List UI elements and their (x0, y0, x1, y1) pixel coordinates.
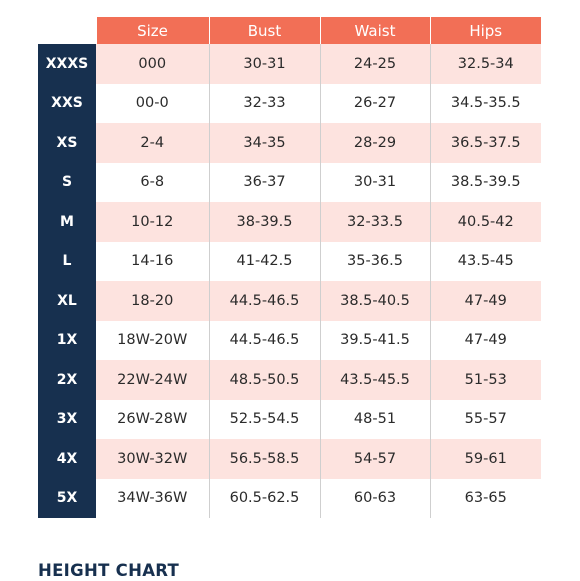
size-label: M (38, 202, 96, 242)
bust-cell: 41-42.5 (208, 241, 320, 281)
bust-cell: 60.5-62.5 (208, 478, 320, 518)
table-row: 2X 22W-24W 48.5-50.5 43.5-45.5 51-53 (38, 360, 541, 400)
size-label: S (38, 162, 96, 202)
waist-cell: 30-31 (319, 162, 430, 202)
table-row: XS 2-4 34-35 28-29 36.5-37.5 (38, 123, 541, 163)
size-cell: 10-12 (96, 202, 209, 242)
size-cell: 18W-20W (96, 320, 209, 360)
height-chart-title: HEIGHT CHART (38, 561, 180, 580)
waist-cell: 43.5-45.5 (319, 360, 430, 400)
hips-cell: 51-53 (429, 360, 541, 400)
size-cell: 26W-28W (96, 399, 209, 439)
bust-cell: 44.5-46.5 (208, 281, 320, 321)
size-cell: 34W-36W (96, 478, 209, 518)
hips-cell: 47-49 (429, 320, 541, 360)
bust-cell: 56.5-58.5 (208, 439, 320, 479)
size-label: 2X (38, 360, 96, 400)
size-label: XXS (38, 83, 96, 123)
hips-cell: 32.5-34 (429, 44, 541, 84)
hips-cell: 38.5-39.5 (429, 162, 541, 202)
size-label: 1X (38, 320, 96, 360)
waist-cell: 26-27 (319, 83, 430, 123)
hips-cell: 36.5-37.5 (429, 123, 541, 163)
size-label: XL (38, 281, 96, 321)
table-row: 5X 34W-36W 60.5-62.5 60-63 63-65 (38, 478, 541, 518)
bust-cell: 52.5-54.5 (208, 399, 320, 439)
waist-cell: 38.5-40.5 (319, 281, 430, 321)
size-cell: 18-20 (96, 281, 209, 321)
table-row: XXS 00-0 32-33 26-27 34.5-35.5 (38, 83, 541, 123)
size-label: L (38, 241, 96, 281)
size-cell: 00-0 (96, 83, 209, 123)
waist-cell: 28-29 (319, 123, 430, 163)
bust-cell: 48.5-50.5 (208, 360, 320, 400)
size-cell: 6-8 (96, 162, 209, 202)
waist-cell: 48-51 (319, 399, 430, 439)
bust-cell: 44.5-46.5 (208, 320, 320, 360)
bust-cell: 30-31 (208, 44, 320, 84)
table-row: XXXS 000 30-31 24-25 32.5-34 (38, 44, 541, 84)
waist-cell: 24-25 (319, 44, 430, 84)
size-chart-body: XXXS 000 30-31 24-25 32.5-34 XXS 00-0 32-33 26-2… (38, 44, 541, 518)
table-row: 4X 30W-32W 56.5-58.5 54-57 59-61 (38, 439, 541, 479)
size-cell: 30W-32W (96, 439, 209, 479)
bust-cell: 36-37 (208, 162, 320, 202)
size-chart-header-row: Size Bust Waist Hips (38, 17, 541, 44)
bust-cell: 38-39.5 (208, 202, 320, 242)
hips-cell: 40.5-42 (429, 202, 541, 242)
size-cell: 2-4 (96, 123, 209, 163)
hips-cell: 63-65 (429, 478, 541, 518)
header-bust: Bust (208, 17, 320, 44)
size-label: XS (38, 123, 96, 163)
waist-cell: 60-63 (319, 478, 430, 518)
size-label: 3X (38, 399, 96, 439)
table-row: M 10-12 38-39.5 32-33.5 40.5-42 (38, 202, 541, 242)
bust-cell: 32-33 (208, 83, 320, 123)
size-label: XXXS (38, 44, 96, 84)
size-cell: 14-16 (96, 241, 209, 281)
table-row: 3X 26W-28W 52.5-54.5 48-51 55-57 (38, 399, 541, 439)
waist-cell: 32-33.5 (319, 202, 430, 242)
table-row: XL 18-20 44.5-46.5 38.5-40.5 47-49 (38, 281, 541, 321)
header-size: Size (95, 17, 209, 44)
size-label: 5X (38, 478, 96, 518)
header-corner (38, 17, 96, 44)
hips-cell: 55-57 (429, 399, 541, 439)
size-chart-table: Size Bust Waist Hips XXXS 000 30-31 24-25 32… (38, 17, 541, 518)
hips-cell: 59-61 (429, 439, 541, 479)
size-cell: 22W-24W (96, 360, 209, 400)
header-hips: Hips (429, 17, 541, 44)
waist-cell: 39.5-41.5 (319, 320, 430, 360)
waist-cell: 54-57 (319, 439, 430, 479)
bust-cell: 34-35 (208, 123, 320, 163)
table-row: 1X 18W-20W 44.5-46.5 39.5-41.5 47-49 (38, 320, 541, 360)
table-row: S 6-8 36-37 30-31 38.5-39.5 (38, 162, 541, 202)
size-label: 4X (38, 439, 96, 479)
hips-cell: 47-49 (429, 281, 541, 321)
size-cell: 000 (96, 44, 209, 84)
hips-cell: 34.5-35.5 (429, 83, 541, 123)
waist-cell: 35-36.5 (319, 241, 430, 281)
table-row: L 14-16 41-42.5 35-36.5 43.5-45 (38, 241, 541, 281)
header-waist: Waist (319, 17, 430, 44)
hips-cell: 43.5-45 (429, 241, 541, 281)
